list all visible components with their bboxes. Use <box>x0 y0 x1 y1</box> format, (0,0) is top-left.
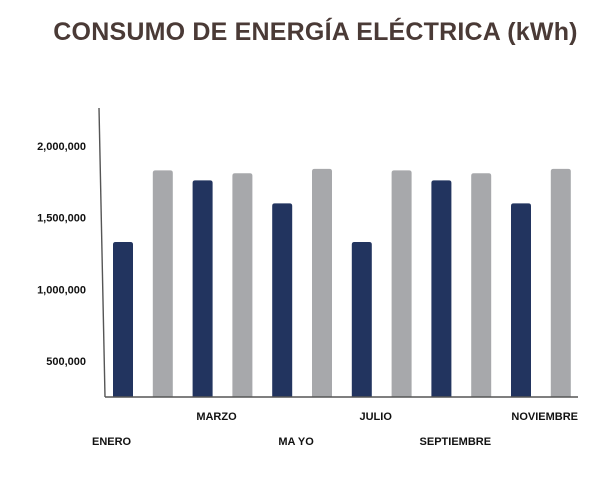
y-tick-label: 1,500,000 <box>37 213 86 225</box>
x-category-label: JULIO <box>359 411 392 423</box>
bar-9 <box>431 180 452 397</box>
bar-12 <box>550 168 571 397</box>
bar-1 <box>113 242 133 397</box>
axis-layer <box>98 107 578 398</box>
bar-10 <box>471 173 492 397</box>
x-category-label: ENERO <box>92 436 132 448</box>
y-tick-label: 2,000,000 <box>37 141 86 153</box>
bar-3 <box>192 180 213 397</box>
bar-6 <box>312 168 332 397</box>
bar-2 <box>152 170 173 397</box>
y-tick-label: 1,000,000 <box>37 284 86 296</box>
bar-5 <box>272 203 293 397</box>
bar-4 <box>232 173 253 397</box>
y-axis-line <box>98 107 106 398</box>
bars-layer <box>113 168 571 397</box>
bar-11 <box>511 203 531 397</box>
bar-7 <box>351 242 372 397</box>
x-category-label: MARZO <box>196 411 237 423</box>
labels-layer: 500,000 1,000,000 1,500,000 2,000,000 ENERO M… <box>37 141 578 448</box>
x-category-label: MA YO <box>278 436 314 448</box>
x-category-label: SEPTIEMBRE <box>420 436 492 448</box>
bar-8 <box>391 170 412 397</box>
x-category-label: NOVIEMBRE <box>511 411 578 423</box>
y-tick-label: 500,000 <box>46 356 86 368</box>
chart-title: CONSUMO DE ENERGÍA ELÉCTRICA (kWh) <box>53 18 578 46</box>
